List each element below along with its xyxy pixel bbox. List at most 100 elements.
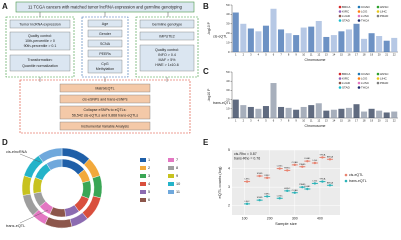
box <box>59 94 151 104</box>
snp-column <box>361 38 368 52</box>
point <box>265 195 269 198</box>
snp-column <box>323 110 330 118</box>
box <box>87 49 123 58</box>
legend-swatch <box>140 174 146 178</box>
legend-swatch <box>140 158 146 162</box>
x-tick-label: 20 <box>378 119 381 123</box>
legend-swatch <box>357 5 361 9</box>
snp-column <box>240 105 247 118</box>
x-tick-label: 2 <box>243 53 245 57</box>
box <box>139 19 195 29</box>
flow-text: MatrixEQTL <box>95 86 114 90</box>
x-tick-label: 3 <box>250 53 252 57</box>
point-label: COAD <box>292 161 299 164</box>
legend-swatch <box>338 86 342 89</box>
point <box>245 202 249 206</box>
snp-column <box>391 111 398 118</box>
box <box>19 79 191 134</box>
x-tick-label: 4 <box>258 53 260 57</box>
legend-label: 4 <box>148 182 150 186</box>
point <box>301 185 304 189</box>
snp-column <box>391 37 398 52</box>
box <box>139 31 195 41</box>
legend-label: 3 <box>148 174 150 178</box>
x-tick-label: 10 <box>302 53 305 57</box>
panel-label: D <box>2 138 8 147</box>
box <box>59 83 151 93</box>
y-axis-title: -log10 P <box>207 21 211 35</box>
legend-label: 8 <box>176 166 178 170</box>
point <box>278 197 281 200</box>
legend-label: trans-eQTL <box>349 179 367 183</box>
x-tick-label: 20 <box>378 53 381 57</box>
x-axis-title: Chromosome <box>304 58 325 62</box>
snp-column <box>330 109 337 118</box>
x-tick-label: 13 <box>325 53 328 57</box>
legend-label: COAD <box>361 5 371 9</box>
leader <box>19 209 49 224</box>
leader <box>19 153 41 163</box>
point-label: LGG <box>313 181 318 183</box>
legend-swatch <box>357 86 361 89</box>
x-tick-label: 6 <box>273 119 275 123</box>
legend-swatch <box>338 81 342 85</box>
snp-column <box>338 108 345 118</box>
x-tick-label: 15 <box>340 119 343 123</box>
x-tick-label: 16 <box>348 119 351 123</box>
flow-text: Transformation: <box>27 58 52 62</box>
legend-swatch <box>376 14 380 18</box>
point <box>245 180 249 183</box>
point <box>293 163 296 167</box>
point <box>328 158 332 161</box>
legend-label: LUAD <box>342 81 351 85</box>
legend-swatch <box>168 190 174 194</box>
point-label: LIHC <box>245 179 250 181</box>
box <box>59 121 151 131</box>
legend-swatch <box>376 5 380 9</box>
point-label: THCA <box>319 178 325 181</box>
snp-column <box>293 109 300 118</box>
x-tick-label: 8 <box>288 119 290 123</box>
point-label: THCA <box>319 154 325 157</box>
point <box>306 187 309 191</box>
legend-label: BRCA <box>342 5 350 9</box>
flow-text: Tumor lncRNA expression <box>19 22 61 26</box>
point-label: STAD <box>257 196 263 199</box>
legend-label: 11 <box>176 190 180 194</box>
legend-swatch <box>168 182 174 186</box>
snp-column <box>345 29 352 52</box>
snp-column <box>262 25 269 52</box>
legend-swatch <box>357 19 361 22</box>
flow-text: Quality control: <box>28 34 52 38</box>
legend-label: LUSC <box>361 81 370 85</box>
x-tick-label: 5 <box>265 119 267 123</box>
legend-label: LIHC <box>380 9 388 13</box>
legend-label: 9 <box>176 174 178 178</box>
legend-swatch <box>357 14 361 18</box>
snp-column <box>308 26 315 52</box>
legend-label: THCA <box>361 85 369 89</box>
box <box>87 59 123 74</box>
flow-text: Instrumental Variable Analysis <box>81 124 129 128</box>
point-label: LGG <box>313 160 318 162</box>
snp-column <box>361 111 368 118</box>
snp-column <box>240 23 247 52</box>
box <box>9 31 71 51</box>
legend-label: BRCA <box>342 72 350 76</box>
donut-segment <box>81 180 92 199</box>
snp-column <box>315 20 322 52</box>
snp-column <box>376 36 383 52</box>
snp-column <box>300 27 307 52</box>
x-axis-title: Sample size <box>275 221 298 226</box>
point-label: LIHC <box>245 201 250 203</box>
legend-label: STAD <box>342 85 351 89</box>
snp-column <box>383 112 390 118</box>
legend-label: LGG <box>361 9 368 13</box>
legend-swatch <box>338 10 342 13</box>
legend-swatch <box>376 72 380 76</box>
x-tick-label: 14 <box>332 119 335 123</box>
flow-text: Germline genotype <box>152 22 182 26</box>
snp-column <box>323 36 330 52</box>
point <box>301 165 304 168</box>
point-label: LUAD <box>304 185 310 188</box>
